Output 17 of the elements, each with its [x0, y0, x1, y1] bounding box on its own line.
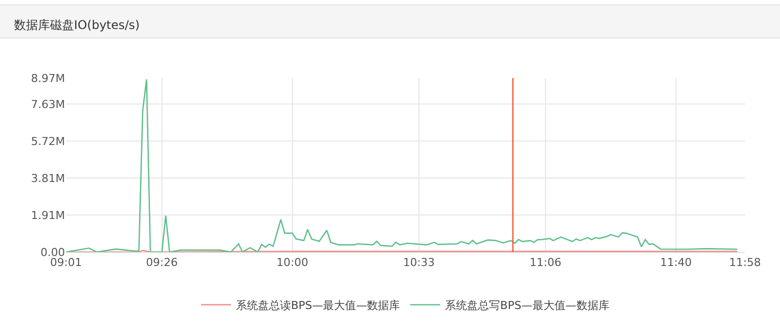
- legend-label: 系统盘总写BPS—最大值—数据库: [445, 299, 610, 312]
- x-tick-label: 09:01: [50, 256, 82, 270]
- y-tick-label: 3.81M: [31, 172, 65, 185]
- x-tick-label: 09:26: [146, 256, 178, 270]
- y-tick-label: 0.00: [40, 246, 65, 259]
- chart-title: 数据库磁盘IO(bytes/s): [14, 18, 140, 32]
- y-tick-label: 7.63M: [31, 98, 65, 111]
- y-tick-label: 8.97M: [31, 72, 65, 85]
- legend-label: 系统盘总读BPS—最大值—数据库: [236, 299, 400, 312]
- x-tick-label: 11:06: [530, 256, 562, 270]
- x-tick-label: 11:58: [729, 256, 761, 270]
- x-tick-label: 11:40: [660, 256, 692, 270]
- x-tick-label: 10:33: [403, 256, 435, 270]
- y-tick-label: 1.91M: [31, 208, 65, 222]
- x-tick-label: 10:00: [276, 256, 308, 270]
- line-series: [66, 78, 738, 252]
- y-tick-label: 5.72M: [31, 134, 65, 148]
